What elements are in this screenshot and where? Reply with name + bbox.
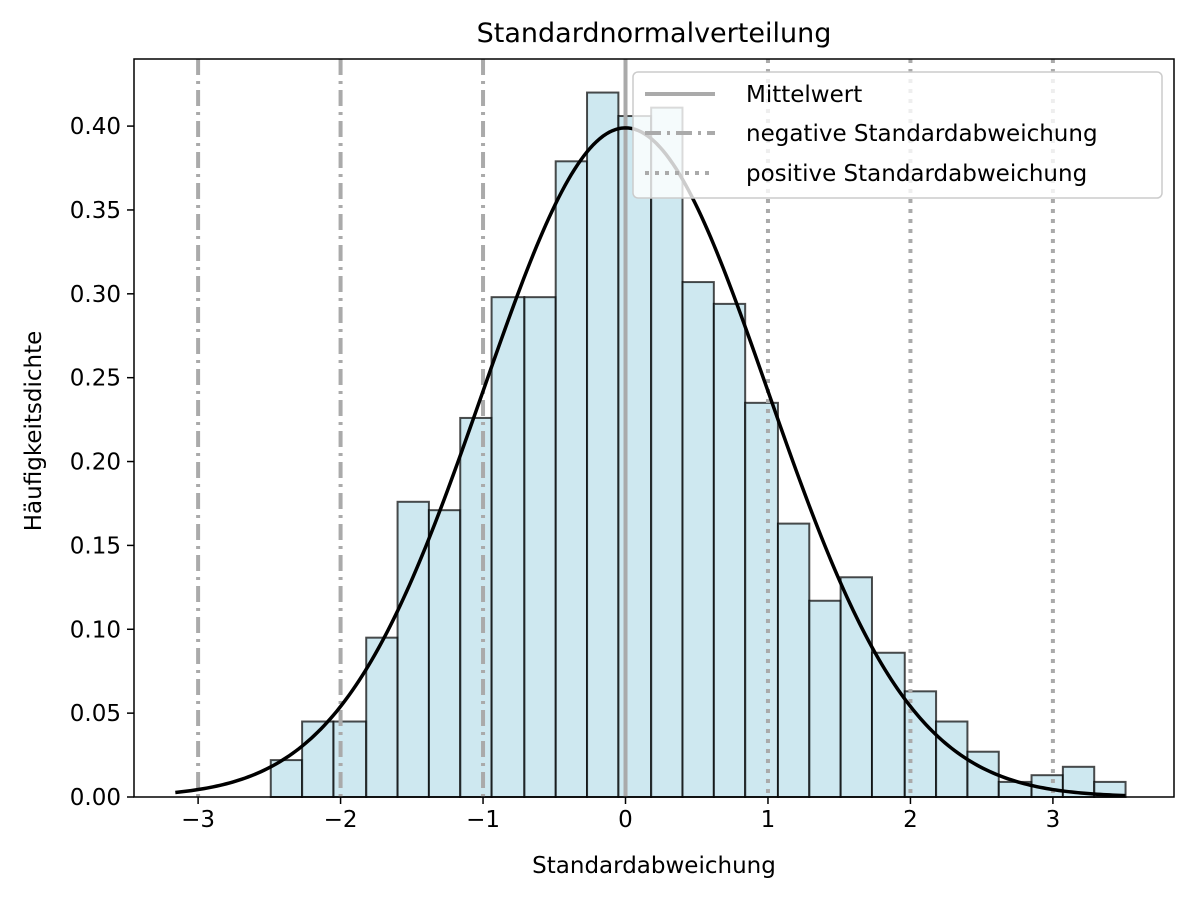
x-axis: −3 −2 −1 0 1 2 3 (181, 797, 1060, 833)
x-tick-label: −2 (324, 807, 358, 833)
x-axis-label: Standardabweichung (532, 853, 776, 879)
y-axis: 0.00 0.05 0.10 0.15 0.20 0.25 0.30 0.35 0.40 (70, 114, 134, 811)
histogram-bar (490, 296, 526, 798)
histogram-bar (776, 522, 811, 798)
y-tick-label: 0.05 (70, 701, 121, 727)
x-tick-label: 2 (903, 807, 918, 833)
x-tick-label: −3 (181, 807, 215, 833)
histogram-bar (650, 106, 684, 798)
legend-label-positive-std: positive Standardabweichung (746, 161, 1087, 187)
histogram-bar (935, 720, 969, 798)
histogram-bar (554, 160, 589, 798)
chart-title: Standardnormalverteilung (477, 18, 832, 49)
histogram-bar (744, 401, 779, 798)
plot-frame (133, 58, 1175, 798)
y-tick-label: 0.30 (70, 282, 121, 308)
y-tick-label: 0.00 (70, 785, 121, 811)
histogram-bar (586, 91, 620, 798)
x-tick-label: −1 (466, 807, 500, 833)
histogram-bar (427, 509, 462, 798)
histogram-bar (459, 416, 493, 798)
x-tick-label: 0 (618, 807, 633, 833)
legend-label-negative-std: negative Standardabweichung (746, 121, 1098, 147)
histogram-bar (332, 720, 368, 798)
y-tick-label: 0.10 (70, 617, 121, 643)
legend: Mittelwert negative Standardabweichung p… (632, 71, 1163, 199)
histogram-bar (269, 759, 304, 798)
y-axis-label: Häufigkeitsdichte (21, 331, 47, 531)
plot-area (175, 59, 1127, 799)
histogram-bar (712, 302, 747, 798)
y-tick-label: 0.25 (70, 366, 121, 392)
x-tick-label: 3 (1046, 807, 1061, 833)
histogram-bar (681, 281, 715, 798)
legend-label-mean: Mittelwert (746, 82, 862, 108)
legend-box (632, 71, 1163, 199)
histogram-bar (808, 599, 842, 798)
histogram-bar (617, 115, 653, 798)
x-tick-label: 1 (761, 807, 776, 833)
y-tick-label: 0.15 (70, 533, 121, 559)
y-tick-label: 0.40 (70, 114, 121, 140)
histogram-bar (523, 296, 557, 798)
y-tick-label: 0.35 (70, 198, 121, 224)
y-tick-label: 0.20 (70, 450, 121, 476)
histogram-bar (839, 576, 873, 799)
